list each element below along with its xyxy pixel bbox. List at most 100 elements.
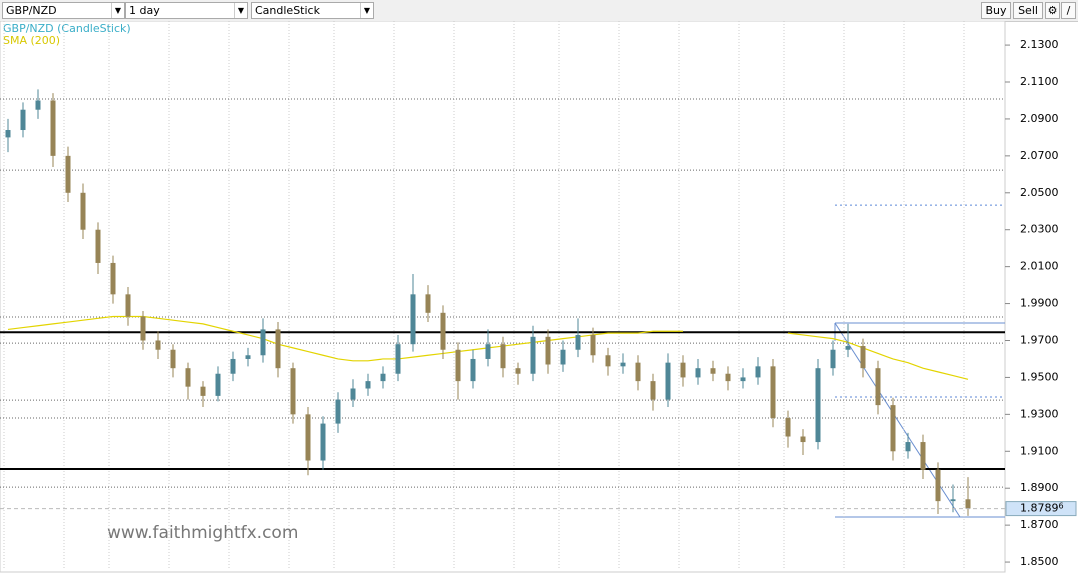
candle-body bbox=[710, 368, 716, 374]
candle-body bbox=[35, 100, 41, 110]
candle-body bbox=[845, 346, 851, 350]
candle-body bbox=[80, 192, 86, 230]
candle-body bbox=[260, 329, 266, 356]
candle-body bbox=[560, 349, 566, 365]
settings-button[interactable]: ⚙ bbox=[1045, 2, 1060, 19]
candle-body bbox=[110, 262, 116, 295]
candle-body bbox=[425, 294, 431, 313]
symbol-select[interactable]: GBP/NZD ▼ bbox=[2, 2, 125, 19]
candle-body bbox=[830, 349, 836, 369]
candle-body bbox=[365, 381, 371, 389]
watermark: www.faithmightfx.com bbox=[107, 523, 298, 543]
y-tick-label: 1.9100 bbox=[1020, 444, 1059, 457]
candle-body bbox=[770, 366, 776, 419]
toolbar: GBP/NZD ▼ 1 day ▼ CandleStick ▼ Buy Sell ⚙ … bbox=[0, 0, 1078, 22]
candle-body bbox=[665, 362, 671, 400]
candle-body bbox=[575, 334, 581, 350]
interval: 1 day bbox=[129, 4, 160, 17]
y-tick-label: 2.0900 bbox=[1020, 112, 1059, 125]
sma-legend: SMA (200) bbox=[3, 34, 60, 47]
candle-body bbox=[905, 442, 911, 452]
candle-body bbox=[440, 312, 446, 350]
candle-body bbox=[890, 405, 896, 452]
candle-body bbox=[485, 344, 491, 359]
y-tick-label: 2.0100 bbox=[1020, 260, 1059, 273]
style-select[interactable]: CandleStick ▼ bbox=[251, 2, 374, 19]
candle-body bbox=[725, 373, 731, 382]
candle-body bbox=[785, 418, 791, 437]
sma-line bbox=[7, 315, 969, 380]
candle-body bbox=[125, 294, 131, 317]
candle-body bbox=[380, 373, 386, 382]
y-tick-label: 1.9500 bbox=[1020, 370, 1059, 383]
y-tick-label: 1.9900 bbox=[1020, 297, 1059, 310]
candle-body bbox=[65, 155, 71, 193]
y-tick-label: 2.0700 bbox=[1020, 149, 1059, 162]
plot-area bbox=[0, 21, 1006, 573]
candle-body bbox=[20, 109, 26, 131]
candle-body bbox=[935, 469, 941, 502]
candle-body bbox=[470, 358, 476, 382]
y-tick-label: 2.1300 bbox=[1020, 38, 1059, 51]
last-price-box bbox=[1005, 501, 1077, 517]
candle-body bbox=[695, 368, 701, 378]
candle-body bbox=[245, 355, 251, 359]
candle-body bbox=[920, 442, 926, 470]
candle-body bbox=[860, 346, 866, 369]
y-tick-label: 1.8900 bbox=[1020, 481, 1059, 494]
sell-button[interactable]: Sell bbox=[1013, 2, 1043, 19]
symbol: GBP/NZD bbox=[6, 4, 57, 17]
candle-body bbox=[395, 344, 401, 374]
y-tick-label: 1.8500 bbox=[1020, 555, 1059, 568]
candle-body bbox=[350, 388, 356, 400]
chart: GBP/NZD (CandleStick) SMA (200) www.fait… bbox=[0, 21, 1077, 573]
candle-body bbox=[95, 229, 101, 263]
candle-body bbox=[155, 340, 161, 350]
candle-body bbox=[230, 358, 236, 374]
y-tick-label: 2.1100 bbox=[1020, 75, 1059, 88]
chart-style: CandleStick bbox=[255, 4, 320, 17]
y-tick-label: 1.8700 bbox=[1020, 518, 1059, 531]
y-tick-label: 1.9700 bbox=[1020, 333, 1059, 346]
candle-body bbox=[290, 368, 296, 415]
candle-body bbox=[335, 399, 341, 424]
candle-body bbox=[200, 386, 206, 396]
candle-body bbox=[605, 355, 611, 367]
candle-body bbox=[515, 368, 521, 374]
candle-body bbox=[635, 362, 641, 382]
candle-body bbox=[590, 334, 596, 356]
candle-body bbox=[965, 499, 971, 509]
candle-body bbox=[275, 329, 281, 369]
y-tick-label: 2.0300 bbox=[1020, 223, 1059, 236]
draw-button[interactable]: / bbox=[1061, 2, 1076, 19]
candle-body bbox=[140, 316, 146, 341]
last-price-pipette: 6 bbox=[1059, 501, 1064, 510]
candle-body bbox=[815, 368, 821, 443]
candle-body bbox=[320, 423, 326, 461]
candle-body bbox=[740, 377, 746, 382]
candle-body bbox=[530, 336, 536, 374]
candle-body bbox=[800, 436, 806, 443]
candle-body bbox=[5, 130, 11, 138]
candle-body bbox=[650, 381, 656, 400]
candle-body bbox=[410, 294, 416, 345]
series-legend: GBP/NZD (CandleStick) bbox=[3, 22, 131, 35]
candle-body bbox=[680, 362, 686, 378]
candle-body bbox=[170, 349, 176, 369]
last-price-label: 1.87896 bbox=[1020, 501, 1064, 515]
candle-body bbox=[185, 368, 191, 387]
candle-body bbox=[500, 344, 506, 369]
y-tick-label: 2.0500 bbox=[1020, 186, 1059, 199]
candle-body bbox=[305, 414, 311, 461]
candle-body bbox=[620, 362, 626, 367]
y-tick-label: 1.9300 bbox=[1020, 407, 1059, 420]
buy-button[interactable]: Buy bbox=[981, 2, 1011, 19]
candle-body bbox=[50, 100, 56, 156]
candle-body bbox=[755, 366, 761, 378]
candle-body bbox=[545, 336, 551, 365]
candle-body bbox=[455, 349, 461, 382]
interval-select[interactable]: 1 day ▼ bbox=[125, 2, 248, 19]
candle-body bbox=[215, 373, 221, 396]
candle-body bbox=[875, 368, 881, 406]
